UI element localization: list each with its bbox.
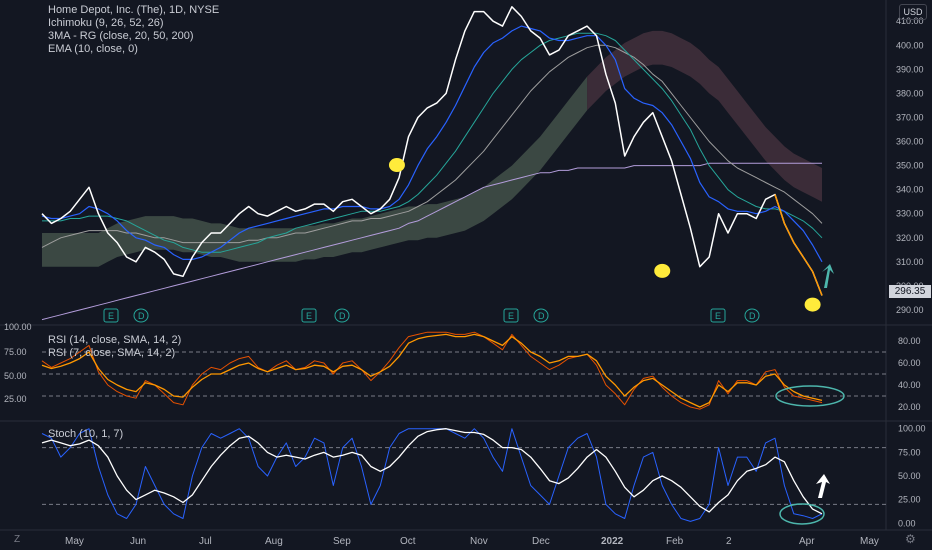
- ma200-line: [41, 162, 822, 321]
- earnings-badge: [710, 308, 726, 323]
- ichimoku-cloud-bear: [587, 30, 822, 202]
- price-tick-label: 380.00: [896, 88, 924, 98]
- ema-line: [41, 25, 823, 263]
- event-badge-letter: E: [508, 311, 514, 321]
- low-marker: [388, 158, 405, 173]
- rsi-highlight-ellipse: [775, 385, 845, 407]
- rsi7-line: [41, 331, 823, 410]
- price-tick-label: 370.00: [896, 112, 924, 122]
- month-tick-label: Aug: [265, 536, 283, 547]
- month-tick-label: 2022: [601, 536, 624, 547]
- ema-label[interactable]: EMA (10, close, 0): [48, 43, 138, 55]
- month-tick-label: Sep: [333, 536, 351, 547]
- dividend-badge: [533, 308, 549, 323]
- price-tick-label: 340.00: [896, 185, 924, 195]
- stoch-tick: 0.00: [898, 518, 916, 528]
- price-tick-label: 410.00: [896, 16, 924, 26]
- timezone-button[interactable]: Z: [14, 534, 21, 545]
- rsi7-label[interactable]: RSI (7, close, SMA, 14, 2): [48, 347, 176, 359]
- event-badge-letter: D: [749, 311, 756, 321]
- rsi-tick-right: 40.00: [898, 380, 921, 390]
- ma20-line: [42, 32, 823, 253]
- event-badge-letter: D: [138, 311, 145, 321]
- month-tick-label: Jul: [199, 536, 212, 547]
- gear-icon[interactable]: ⚙: [905, 532, 916, 546]
- stoch-tick: 50.00: [898, 471, 921, 481]
- ichimoku-label[interactable]: Ichimoku (9, 26, 52, 26): [48, 17, 164, 29]
- earnings-badge: [301, 308, 317, 323]
- stoch-k-line: [41, 428, 823, 522]
- stoch-highlight-ellipse: [779, 503, 825, 525]
- event-badge-letter: D: [538, 311, 545, 321]
- earnings-badge: [103, 308, 119, 323]
- event-badge-letter: D: [339, 311, 346, 321]
- symbol-title: Home Depot, Inc. (The), 1D, NYSE: [48, 4, 220, 16]
- dividend-badge: [334, 308, 350, 323]
- month-tick-label: May: [65, 536, 84, 547]
- rsi-legend: RSI (14, close, SMA, 14, 2) RSI (7, clos…: [48, 334, 181, 360]
- rsi-tick-left: 75.00: [4, 347, 27, 357]
- rsi-tick-right: 80.00: [898, 336, 921, 346]
- rsi-tick-left: 25.00: [4, 394, 27, 404]
- main-legend: Home Depot, Inc. (The), 1D, NYSE Ichimok…: [48, 4, 219, 56]
- rsi14-label[interactable]: RSI (14, close, SMA, 14, 2): [48, 334, 182, 346]
- rsi14-line: [41, 333, 823, 408]
- dividend-badge: [133, 308, 149, 323]
- dividend-badge: [744, 308, 760, 323]
- arrow-up-icon: [816, 474, 830, 498]
- stoch-tick: 25.00: [898, 495, 921, 505]
- stoch-tick: 75.00: [898, 447, 921, 457]
- last-price-tag: 296.35: [889, 285, 931, 298]
- currency-badge[interactable]: USD: [899, 4, 927, 20]
- price-tick-label: 310.00: [896, 257, 924, 267]
- rsi-tick-right: 60.00: [898, 358, 921, 368]
- close-line: [41, 6, 823, 296]
- stoch-label[interactable]: Stoch (10, 1, 7): [48, 428, 124, 440]
- month-tick-label: 2: [726, 536, 732, 547]
- ma3-label[interactable]: 3MA - RG (close, 20, 50, 200): [48, 30, 194, 42]
- low-marker: [804, 297, 821, 312]
- ma50-line: [41, 44, 823, 248]
- month-tick-label: Feb: [666, 536, 684, 547]
- earnings-badge: [503, 308, 519, 323]
- event-badge-letter: E: [108, 311, 114, 321]
- month-tick-label: Nov: [470, 536, 488, 547]
- ichimoku-cloud-bull: [42, 76, 588, 267]
- price-tick-label: 320.00: [896, 233, 924, 243]
- event-badge-letter: E: [715, 311, 721, 321]
- month-tick-label: Jun: [130, 536, 146, 547]
- rsi-tick-left: 100.00: [4, 322, 32, 332]
- price-tick-label: 400.00: [896, 40, 924, 50]
- price-tick-label: 360.00: [896, 137, 924, 147]
- rsi-tick-left: 50.00: [4, 371, 27, 381]
- stoch-legend: Stoch (10, 1, 7): [48, 428, 123, 441]
- event-badge-letter: E: [306, 311, 312, 321]
- stoch-d-line: [41, 428, 823, 515]
- low-marker: [654, 263, 671, 278]
- stoch-tick: 100.00: [898, 424, 926, 434]
- rsi-tick-right: 20.00: [898, 402, 921, 412]
- price-tick-label: 350.00: [896, 161, 924, 171]
- month-tick-label: Apr: [799, 536, 815, 547]
- month-tick-label: Oct: [400, 536, 416, 547]
- close-recent-segment: [774, 194, 823, 296]
- month-tick-label: Dec: [532, 536, 550, 547]
- price-tick-label: 290.00: [896, 305, 924, 315]
- price-tick-label: 390.00: [896, 64, 924, 74]
- arrow-up-icon: [822, 264, 834, 288]
- month-tick-label: May: [860, 536, 879, 547]
- price-tick-label: 330.00: [896, 209, 924, 219]
